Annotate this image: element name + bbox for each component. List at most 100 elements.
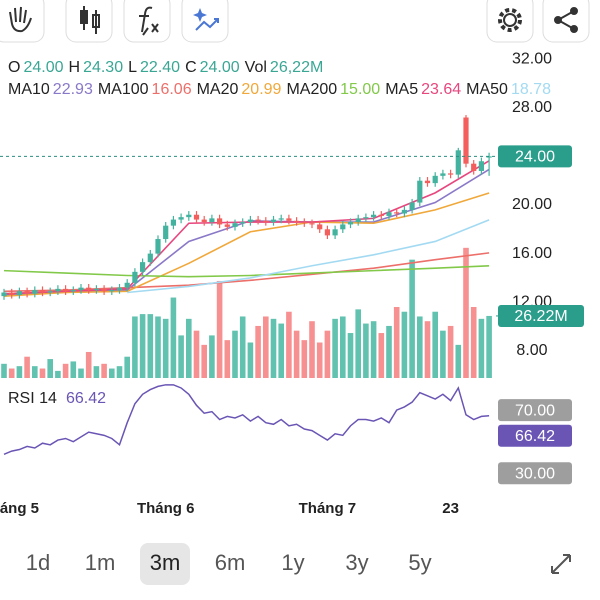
- settings-button[interactable]: [486, 0, 534, 43]
- rsi-name: RSI 14: [8, 390, 57, 407]
- hand-button[interactable]: [0, 0, 45, 43]
- volume-bar: [209, 335, 215, 378]
- legend-key: L: [128, 59, 138, 76]
- volume-bar: [386, 325, 392, 378]
- fx-button[interactable]: [123, 0, 171, 43]
- range-button[interactable]: 5y: [408, 550, 431, 575]
- volume-bar: [162, 318, 169, 378]
- candle-body: [116, 287, 123, 291]
- volume-bar: [286, 311, 292, 378]
- rsi-tick-label: 70.00: [515, 402, 555, 419]
- x-tick-label: áng 5: [0, 500, 39, 517]
- y-tick-label: 32.00: [512, 50, 552, 67]
- volume-bar: [155, 316, 161, 378]
- volume-bar: [32, 366, 38, 378]
- candle-body: [378, 214, 384, 216]
- candle-body: [47, 291, 53, 293]
- x-tick-label: Tháng 7: [299, 500, 357, 517]
- volume-bar: [332, 318, 338, 378]
- volume-bar: [70, 361, 77, 378]
- candle-body: [340, 224, 346, 230]
- ma-line: [3, 264, 490, 278]
- volume-bar: [347, 333, 354, 378]
- gear-icon: [503, 13, 517, 27]
- candle-body: [86, 287, 92, 291]
- legend-value: 24.00: [23, 59, 64, 76]
- volume-bar: [424, 321, 431, 378]
- range-button[interactable]: 1m: [85, 550, 116, 575]
- ai-icon: [193, 8, 207, 22]
- expand-icon[interactable]: [551, 554, 571, 574]
- legend-key: O: [8, 59, 21, 76]
- candle-body: [140, 262, 146, 272]
- candle-body: [201, 219, 207, 223]
- candle-body: [394, 212, 400, 214]
- candle-body: [417, 180, 423, 203]
- candle-body: [232, 223, 238, 227]
- legend-value: 16.06: [151, 81, 192, 98]
- candle-body: [294, 220, 300, 223]
- price-box: [498, 145, 572, 168]
- candle-body: [39, 290, 46, 293]
- volume-bar: [301, 340, 308, 378]
- candle-body: [263, 220, 269, 223]
- share-button[interactable]: [542, 0, 590, 43]
- hand-icon: [9, 6, 32, 33]
- volume-bar: [47, 359, 53, 378]
- volume-bar: [101, 363, 107, 378]
- range-button[interactable]: 1d: [26, 550, 50, 575]
- legend-value: 15.00: [340, 81, 381, 98]
- candle-body: [178, 217, 184, 220]
- volume-bar: [62, 363, 69, 378]
- candle-body: [448, 173, 454, 175]
- gear-icon: [498, 8, 522, 32]
- candle-body: [455, 150, 461, 175]
- rsi-value: 66.42: [66, 390, 106, 407]
- x-tick-label: 23: [442, 500, 459, 517]
- volume-bar: [293, 330, 300, 378]
- volume-bar: [255, 325, 261, 378]
- volume-bar: [340, 316, 346, 378]
- volume-bar: [16, 366, 23, 378]
- icons: [9, 6, 578, 36]
- candle-body: [486, 156, 492, 158]
- volume-bar: [224, 340, 231, 378]
- volume-bar: [216, 280, 223, 378]
- volume-bar: [440, 330, 446, 378]
- volume-label: 26.22M: [514, 308, 567, 325]
- share-icon: [555, 10, 575, 30]
- volume-bar: [409, 259, 415, 378]
- range-button[interactable]: 3m: [150, 550, 181, 575]
- volume-bar: [417, 316, 423, 378]
- ai-button[interactable]: [181, 0, 229, 43]
- range-button[interactable]: 6m: [215, 550, 246, 575]
- legend-value: 20.99: [241, 81, 282, 98]
- candle-body: [247, 219, 253, 223]
- candle-body: [109, 290, 115, 292]
- volume-bar: [178, 335, 184, 378]
- range-button[interactable]: 3y: [345, 550, 368, 575]
- volume-bar: [85, 351, 92, 378]
- candle-body: [101, 288, 107, 292]
- volume-bar: [378, 333, 385, 378]
- candle-body: [147, 253, 153, 263]
- range-button[interactable]: 1y: [281, 550, 304, 575]
- legend-key: MA100: [97, 81, 149, 98]
- candles-button[interactable]: [65, 0, 113, 43]
- price-label: 24.00: [515, 149, 555, 166]
- ma-line: [3, 252, 490, 293]
- candle-body: [401, 209, 407, 214]
- candle-body: [471, 163, 477, 171]
- legend-value: 26,22M: [269, 59, 324, 76]
- volume-bar: [186, 318, 192, 378]
- rsi-value-label: 66.42: [515, 428, 555, 445]
- volume-bar: [463, 247, 469, 378]
- volume-bar: [55, 370, 61, 378]
- candle-body: [93, 288, 99, 291]
- candle-body: [286, 218, 292, 221]
- legend-key: MA10: [8, 81, 50, 98]
- volume-bar: [170, 297, 177, 378]
- legend-value: 18.78: [510, 81, 551, 98]
- ma-line: [127, 219, 490, 294]
- candle-body: [155, 239, 161, 254]
